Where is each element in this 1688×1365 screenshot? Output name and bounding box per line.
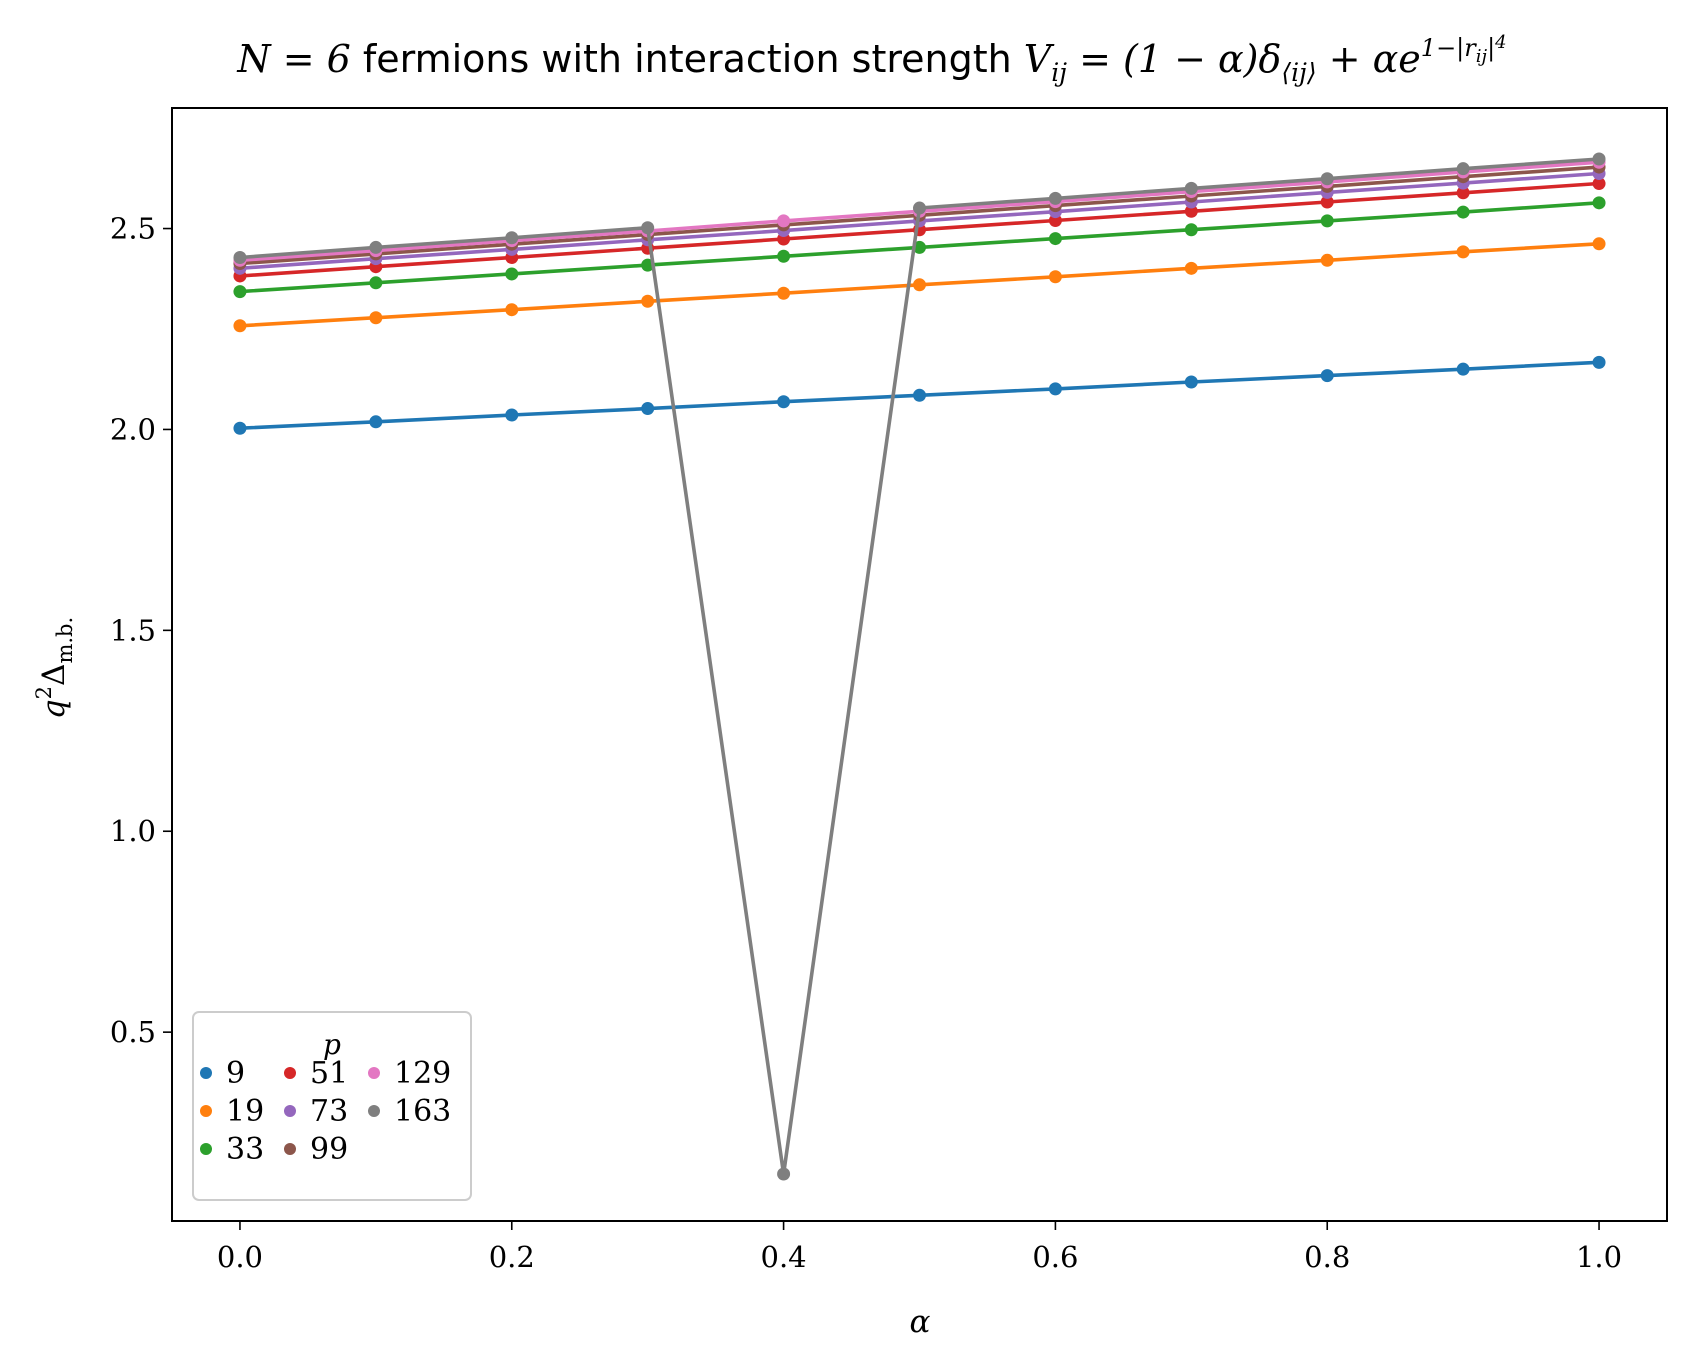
data-point [1320,369,1334,383]
x-tick-label: 0.8 [1304,1240,1350,1274]
legend-marker [368,1105,380,1117]
legend-entry-73: 73 [284,1094,348,1129]
legend-box [192,1011,472,1201]
series-163 [233,152,1606,1181]
legend-label: 9 [226,1056,245,1091]
data-point [369,240,383,254]
y-tick-label: 2.5 [110,212,156,246]
legend-marker [200,1143,212,1155]
chart-title: N = 6 fermions with interaction strength… [236,32,1506,87]
data-point [233,319,247,333]
legend-entry-129: 129 [368,1056,451,1091]
data-point [1184,375,1198,389]
data-point [1048,232,1062,246]
data-point [641,294,655,308]
data-point [777,214,791,228]
legend-label: 19 [226,1094,264,1129]
axes-frame [171,107,1668,1222]
legend-marker [368,1067,380,1079]
data-point [777,395,791,409]
legend-entry-33: 33 [200,1132,264,1167]
legend-label: 33 [226,1132,264,1167]
legend-label: 163 [394,1094,451,1129]
data-point [1456,162,1470,176]
series-9 [233,355,1606,435]
data-point [1456,245,1470,259]
series-51 [233,177,1606,283]
data-point [369,311,383,325]
legend-entry-99: 99 [284,1132,348,1167]
data-point [233,285,247,299]
legend-title: p [323,1028,341,1061]
legend-marker [200,1067,212,1079]
series-33 [233,196,1606,299]
data-point [1184,223,1198,237]
data-point [913,240,926,254]
data-point [1592,355,1606,369]
data-point [1320,195,1334,209]
legend-label: 99 [310,1132,348,1167]
legend-entry-9: 9 [200,1056,245,1091]
data-point [369,276,383,290]
data-point [1592,237,1606,251]
data-point [1184,261,1198,275]
data-point [1048,382,1062,396]
data-point [913,278,926,292]
legend-label: 129 [394,1056,451,1091]
data-point [505,267,519,281]
data-point [505,231,519,245]
data-point [505,408,519,422]
data-point [1320,214,1334,228]
data-point [1456,362,1470,376]
data-point [1184,204,1198,218]
x-tick-label: 0.4 [761,1240,807,1274]
data-point [1048,270,1062,284]
x-tick-label: 0.2 [489,1240,535,1274]
y-tick-label: 1.5 [110,613,156,647]
y-tick-label: 2.0 [110,412,156,446]
data-point [1592,177,1606,191]
x-tick-label: 0.6 [1032,1240,1078,1274]
data-point [1320,253,1334,267]
legend-marker [284,1105,296,1117]
y-tick-label: 0.5 [110,1015,156,1049]
data-point [505,303,519,317]
series-layer [233,152,1606,1181]
x-tick-label: 0.0 [217,1240,263,1274]
data-point [641,402,655,416]
x-axis-label: α [910,1304,931,1340]
x-tick-label: 1.0 [1576,1240,1622,1274]
legend-marker [284,1067,296,1079]
data-point [777,249,791,263]
data-point [777,1167,791,1181]
legend-marker [284,1143,296,1155]
data-point [913,201,926,215]
y-axis-label: q2Δm.b. [32,617,77,719]
legend-entry-51: 51 [284,1056,348,1091]
data-point [1048,191,1062,205]
data-point [1592,196,1606,210]
legend-label: 73 [310,1094,348,1129]
data-point [1456,205,1470,219]
legend-entry-19: 19 [200,1094,264,1129]
legend-marker [200,1105,212,1117]
data-point [233,421,247,435]
data-point [913,388,926,402]
legend-label: 51 [310,1056,348,1091]
data-point [1456,186,1470,200]
series-19 [233,237,1606,333]
axis-ticks: 0.0 0.2 0.4 0.6 0.8 1.0 0.5 1.0 1.5 2.0 2.5 [110,212,1622,1274]
data-point [641,221,655,235]
data-point [777,286,791,300]
data-point [1184,181,1198,195]
data-point [1320,172,1334,186]
data-point [369,415,383,429]
y-tick-label: 1.0 [110,814,156,848]
data-point [1592,152,1606,166]
legend-entry-163: 163 [368,1094,451,1129]
data-point [233,250,247,264]
